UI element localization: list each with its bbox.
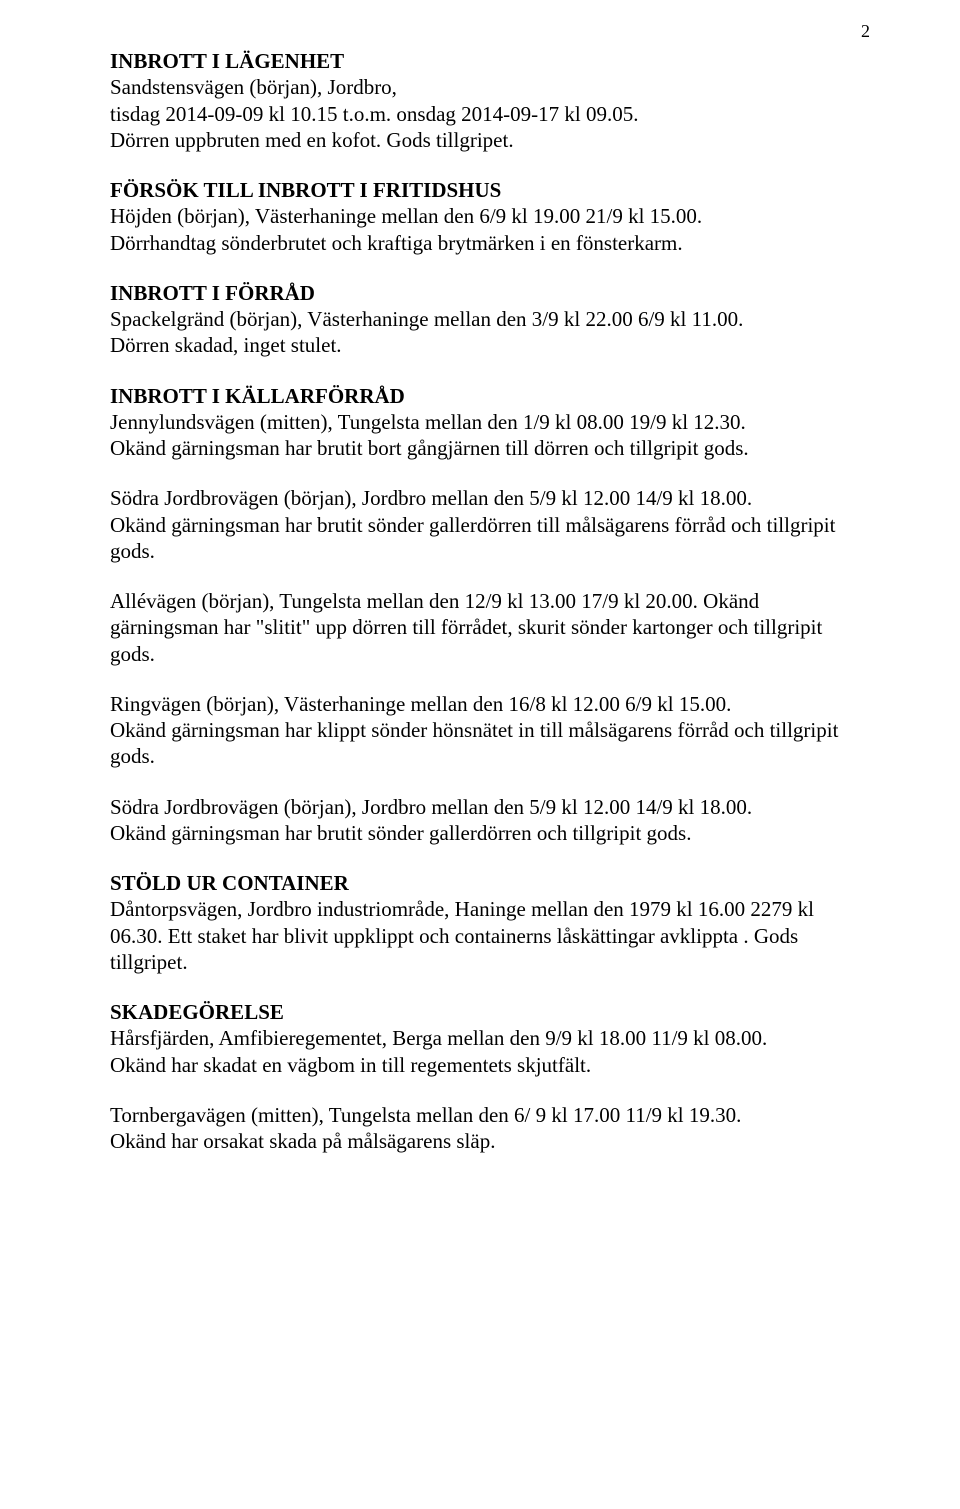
paragraph: Allévägen (början), Tungelsta mellan den… (110, 588, 870, 667)
section: INBROTT I LÄGENHETSandstensvägen (början… (110, 48, 870, 153)
body-line: Sandstensvägen (början), Jordbro, (110, 74, 870, 100)
body-line: Dåntorpsvägen, Jordbro industriområde, H… (110, 896, 870, 975)
body-line: Spackelgränd (början), Västerhaninge mel… (110, 306, 870, 332)
section: STÖLD UR CONTAINERDåntorpsvägen, Jordbro… (110, 870, 870, 975)
section-heading: INBROTT I LÄGENHET (110, 48, 870, 74)
body-line: Tornbergavägen (mitten), Tungelsta mella… (110, 1102, 870, 1128)
section: INBROTT I FÖRRÅDSpackelgränd (början), V… (110, 280, 870, 359)
body-line: Dörrhandtag sönderbrutet och kraftiga br… (110, 230, 870, 256)
paragraph: STÖLD UR CONTAINERDåntorpsvägen, Jordbro… (110, 870, 870, 975)
body-line: Södra Jordbrovägen (början), Jordbro mel… (110, 794, 870, 820)
paragraph: INBROTT I KÄLLARFÖRRÅDJennylundsvägen (m… (110, 383, 870, 462)
body-line: Okänd har orsakat skada på målsägarens s… (110, 1128, 870, 1154)
paragraph: Södra Jordbrovägen (början), Jordbro mel… (110, 794, 870, 847)
paragraph: Ringvägen (början), Västerhaninge mellan… (110, 691, 870, 770)
section: INBROTT I KÄLLARFÖRRÅDJennylundsvägen (m… (110, 383, 870, 847)
body-line: Okänd har skadat en vägbom in till regem… (110, 1052, 870, 1078)
section-heading: STÖLD UR CONTAINER (110, 870, 870, 896)
paragraph: Tornbergavägen (mitten), Tungelsta mella… (110, 1102, 870, 1155)
body-line: Okänd gärningsman har klippt sönder höns… (110, 717, 870, 770)
body-line: Dörren uppbruten med en kofot. Gods till… (110, 127, 870, 153)
paragraph: Södra Jordbrovägen (början), Jordbro mel… (110, 485, 870, 564)
body-line: Okänd gärningsman har brutit sönder gall… (110, 820, 870, 846)
body-line: Ringvägen (början), Västerhaninge mellan… (110, 691, 870, 717)
document-body: INBROTT I LÄGENHETSandstensvägen (början… (110, 48, 870, 1154)
section: FÖRSÖK TILL INBROTT I FRITIDSHUSHöjden (… (110, 177, 870, 256)
section-heading: INBROTT I FÖRRÅD (110, 280, 870, 306)
page-number: 2 (861, 20, 870, 43)
body-line: Södra Jordbrovägen (början), Jordbro mel… (110, 485, 870, 511)
body-line: Okänd gärningsman har brutit sönder gall… (110, 512, 870, 565)
paragraph: FÖRSÖK TILL INBROTT I FRITIDSHUSHöjden (… (110, 177, 870, 256)
paragraph: INBROTT I FÖRRÅDSpackelgränd (början), V… (110, 280, 870, 359)
body-line: tisdag 2014-09-09 kl 10.15 t.o.m. onsdag… (110, 101, 870, 127)
paragraph: INBROTT I LÄGENHETSandstensvägen (början… (110, 48, 870, 153)
body-line: Hårsfjärden, Amfibieregementet, Berga me… (110, 1025, 870, 1051)
body-line: Dörren skadad, inget stulet. (110, 332, 870, 358)
body-line: Okänd gärningsman har brutit bort gångjä… (110, 435, 870, 461)
section-heading: SKADEGÖRELSE (110, 999, 870, 1025)
paragraph: SKADEGÖRELSEHårsfjärden, Amfibieregement… (110, 999, 870, 1078)
body-line: Höjden (början), Västerhaninge mellan de… (110, 203, 870, 229)
section-heading: FÖRSÖK TILL INBROTT I FRITIDSHUS (110, 177, 870, 203)
body-line: Allévägen (början), Tungelsta mellan den… (110, 588, 870, 667)
body-line: Jennylundsvägen (mitten), Tungelsta mell… (110, 409, 870, 435)
section: SKADEGÖRELSEHårsfjärden, Amfibieregement… (110, 999, 870, 1154)
section-heading: INBROTT I KÄLLARFÖRRÅD (110, 383, 870, 409)
